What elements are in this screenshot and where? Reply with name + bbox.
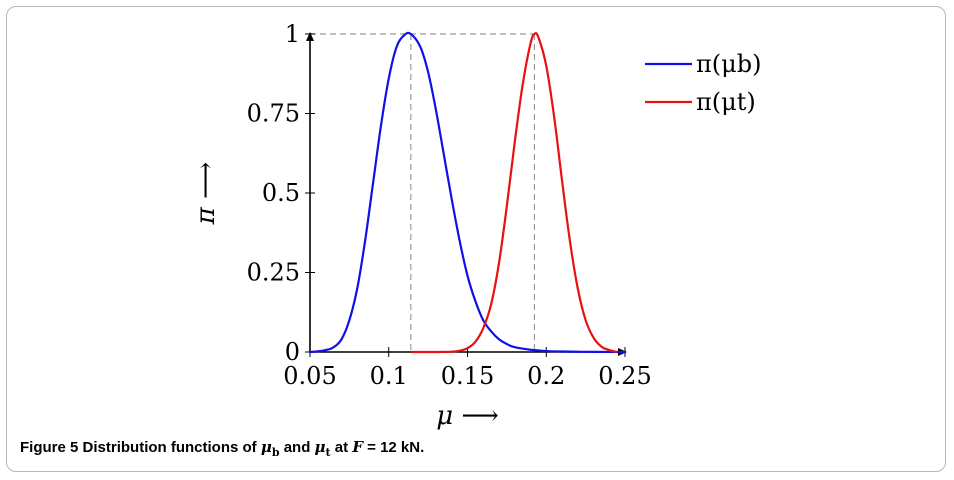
x-tick-label: 0.25 <box>598 362 651 390</box>
caption-force-value: = 12 kN. <box>362 439 425 456</box>
chart-axes <box>306 32 627 356</box>
y-tick-label: 0.25 <box>247 259 300 287</box>
caption-force-var: F <box>352 438 363 456</box>
x-tick-label: 0.15 <box>441 362 494 390</box>
series-lines <box>309 31 626 354</box>
peak-guide-lines <box>310 33 536 352</box>
caption-prefix: Distribution functions of <box>82 439 261 456</box>
caption-and: and <box>279 439 315 456</box>
caption-symbol-mu-b: μb <box>260 438 280 459</box>
x-tick-label: 0.05 <box>283 362 336 390</box>
y-tick-label: 0.5 <box>262 179 300 207</box>
figure-caption: Figure 5 Distribution functions of μb an… <box>20 438 920 459</box>
y-axis-label: π ⟶ <box>191 162 221 226</box>
y-tick-label: 0 <box>285 338 300 366</box>
figure-frame <box>6 6 946 472</box>
x-tick-label: 0.2 <box>527 362 565 390</box>
axis-ticks: 0.05 0.1 0.15 0.2 0.25 0 0.25 0.5 0.75 1 <box>247 20 652 390</box>
caption-at: at <box>330 439 353 456</box>
caption-symbol-mu-t: μt <box>314 438 331 459</box>
x-axis-label: μ ⟶ <box>436 401 498 431</box>
legend-label-mu-t: π(μt) <box>696 88 756 116</box>
series-line-mu-t <box>410 32 618 354</box>
x-tick-label: 0.1 <box>370 362 408 390</box>
chart-legend: π(μb) π(μt) <box>645 50 761 116</box>
y-tick-label: 0.75 <box>247 100 300 128</box>
caption-label: Figure 5 <box>20 439 79 456</box>
y-tick-label: 1 <box>285 20 300 48</box>
series-line-mu-b <box>309 31 626 354</box>
legend-label-mu-b: π(μb) <box>696 50 761 78</box>
